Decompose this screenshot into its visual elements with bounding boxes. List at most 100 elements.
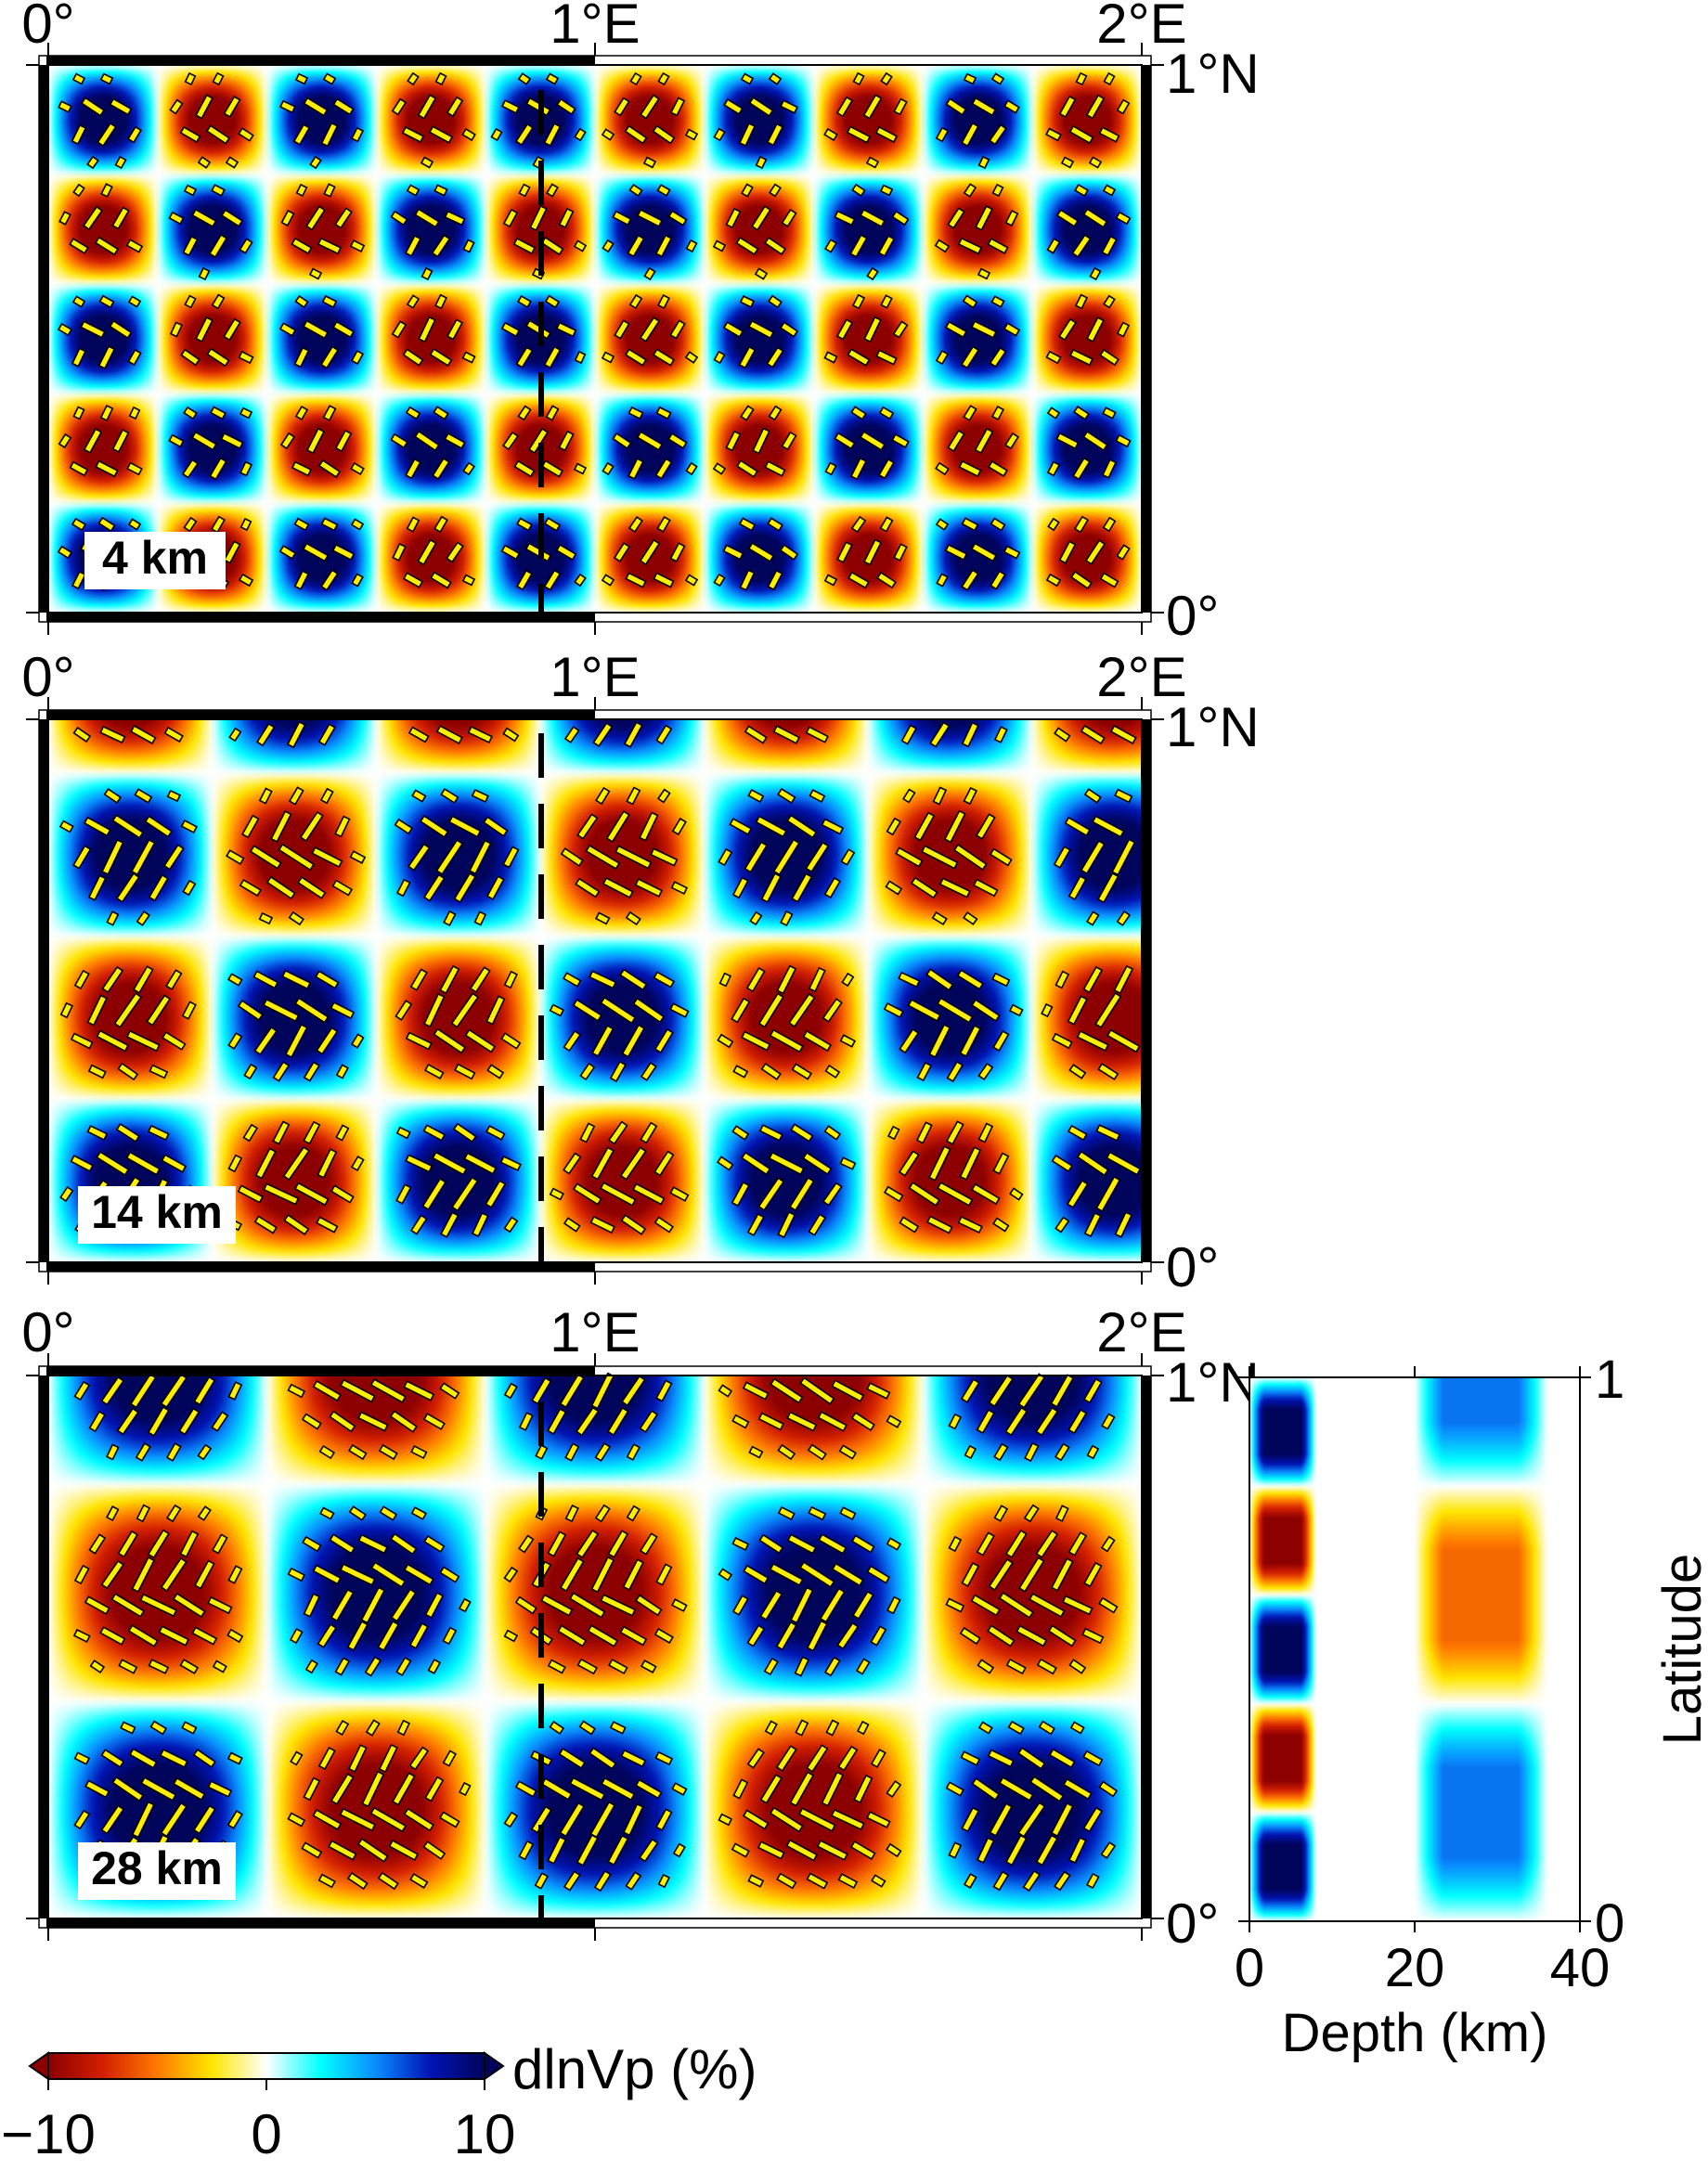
anisotropy-bar bbox=[503, 970, 518, 989]
anisotropy-bar bbox=[625, 1871, 642, 1891]
anisotropy-bar bbox=[628, 406, 644, 420]
anisotropy-bar bbox=[461, 351, 476, 364]
anisotropy-bar bbox=[1024, 1441, 1040, 1463]
anisotropy-bar bbox=[777, 1505, 796, 1521]
anisotropy-bar bbox=[790, 1123, 814, 1143]
anisotropy-bar bbox=[1062, 1777, 1093, 1801]
anisotropy-bar bbox=[992, 1029, 1010, 1053]
anisotropy-bar bbox=[434, 71, 447, 86]
anisotropy-bar bbox=[745, 966, 766, 993]
anisotropy-bar bbox=[990, 570, 1006, 590]
anisotropy-bar bbox=[131, 1801, 155, 1839]
anisotropy-bar bbox=[806, 1744, 829, 1773]
anisotropy-bar bbox=[1055, 209, 1080, 227]
anisotropy-bar bbox=[1045, 127, 1062, 142]
anisotropy-bar bbox=[619, 1146, 647, 1181]
anisotropy-bar bbox=[615, 845, 653, 870]
anisotropy-bar bbox=[731, 997, 751, 1024]
anisotropy-bar bbox=[806, 1872, 829, 1890]
anisotropy-bar bbox=[653, 572, 675, 588]
anisotropy-bar bbox=[574, 350, 587, 365]
anisotropy-bar bbox=[1101, 459, 1118, 479]
anisotropy-bar bbox=[990, 517, 1006, 532]
anisotropy-bar bbox=[1096, 872, 1119, 904]
anisotropy-bar bbox=[322, 405, 337, 421]
anisotropy-bar bbox=[741, 1030, 771, 1052]
anisotropy-bar bbox=[684, 128, 699, 141]
anisotropy-bar bbox=[777, 1211, 796, 1239]
anisotropy-bar bbox=[1068, 874, 1087, 901]
anisotropy-bar bbox=[502, 431, 519, 451]
anisotropy-bar bbox=[165, 1504, 182, 1523]
anisotropy-bar bbox=[713, 127, 726, 142]
anisotropy-bar bbox=[823, 876, 842, 899]
anisotropy-bar bbox=[312, 1808, 343, 1831]
anisotropy-bar bbox=[97, 122, 117, 148]
anisotropy-bar bbox=[282, 1145, 311, 1182]
anisotropy-bar bbox=[808, 1505, 827, 1521]
anisotropy-bar bbox=[946, 1060, 964, 1083]
anisotropy-bar bbox=[1045, 573, 1062, 588]
anisotropy-bar bbox=[547, 1407, 567, 1435]
anisotropy-bar bbox=[764, 460, 786, 477]
anisotropy-bar bbox=[799, 1376, 835, 1405]
anisotropy-bar bbox=[88, 1533, 107, 1555]
anisotropy-bar bbox=[461, 127, 476, 142]
anisotropy-bar bbox=[440, 787, 459, 805]
anisotropy-bar bbox=[195, 316, 214, 342]
anisotropy-bar bbox=[1106, 1028, 1141, 1053]
anisotropy-bar bbox=[654, 234, 673, 258]
anisotropy-bar bbox=[405, 458, 421, 480]
anisotropy-bar bbox=[512, 237, 537, 255]
anisotropy-bar bbox=[1082, 965, 1104, 994]
anisotropy-bar bbox=[110, 1593, 146, 1618]
anisotropy-bar bbox=[722, 321, 744, 339]
anisotropy-bar bbox=[83, 428, 103, 454]
anisotropy-bar bbox=[839, 1034, 857, 1048]
anisotropy-bar bbox=[752, 427, 770, 455]
anisotropy-bar bbox=[895, 846, 924, 868]
anisotropy-bar bbox=[1080, 839, 1106, 875]
anisotropy-bar bbox=[713, 573, 726, 588]
anisotropy-bar bbox=[220, 209, 244, 227]
anisotropy-bar bbox=[628, 293, 643, 310]
anisotropy-bar bbox=[317, 1873, 336, 1889]
anisotropy-bar bbox=[667, 210, 688, 226]
anisotropy-bar bbox=[543, 569, 562, 591]
anisotropy-bar bbox=[328, 1840, 357, 1861]
anisotropy-bar bbox=[126, 461, 143, 476]
anisotropy-bar bbox=[114, 155, 127, 170]
anisotropy-bar bbox=[71, 72, 86, 85]
anisotropy-bar bbox=[432, 457, 450, 481]
anisotropy-bar bbox=[57, 322, 73, 337]
anisotropy-bar bbox=[626, 1505, 640, 1522]
anisotropy-bar bbox=[963, 72, 977, 85]
anisotropy-bar bbox=[870, 1749, 886, 1768]
anisotropy-bar bbox=[684, 574, 699, 587]
anisotropy-bar bbox=[357, 1533, 389, 1555]
anisotropy-bar bbox=[461, 574, 476, 587]
anisotropy-bar bbox=[330, 1588, 355, 1622]
frame-bar-right bbox=[1142, 719, 1151, 1262]
anisotropy-bar bbox=[388, 1839, 420, 1862]
anisotropy-bar bbox=[278, 322, 297, 337]
anisotropy-bar bbox=[602, 239, 615, 253]
anisotropy-bar bbox=[654, 458, 673, 480]
anisotropy-bar bbox=[227, 1565, 243, 1584]
anisotropy-bar bbox=[423, 1534, 446, 1554]
anisotropy-bar bbox=[607, 1120, 628, 1145]
frame-bar-bottom bbox=[46, 613, 595, 622]
anisotropy-bar bbox=[303, 1120, 321, 1145]
anisotropy-bar bbox=[743, 1564, 770, 1585]
anisotropy-bar bbox=[1113, 964, 1134, 995]
anisotropy-bar bbox=[805, 726, 829, 743]
anisotropy-bar bbox=[823, 1125, 842, 1141]
anisotropy-bar bbox=[330, 1001, 356, 1020]
anisotropy-bar bbox=[1067, 1124, 1088, 1142]
anisotropy-bar bbox=[471, 1211, 489, 1238]
anisotropy-bar bbox=[392, 543, 407, 562]
anisotropy-bar bbox=[205, 124, 231, 145]
anisotropy-bar bbox=[1058, 95, 1077, 119]
anisotropy-bar bbox=[503, 1382, 518, 1400]
anisotropy-bar bbox=[1115, 433, 1132, 448]
